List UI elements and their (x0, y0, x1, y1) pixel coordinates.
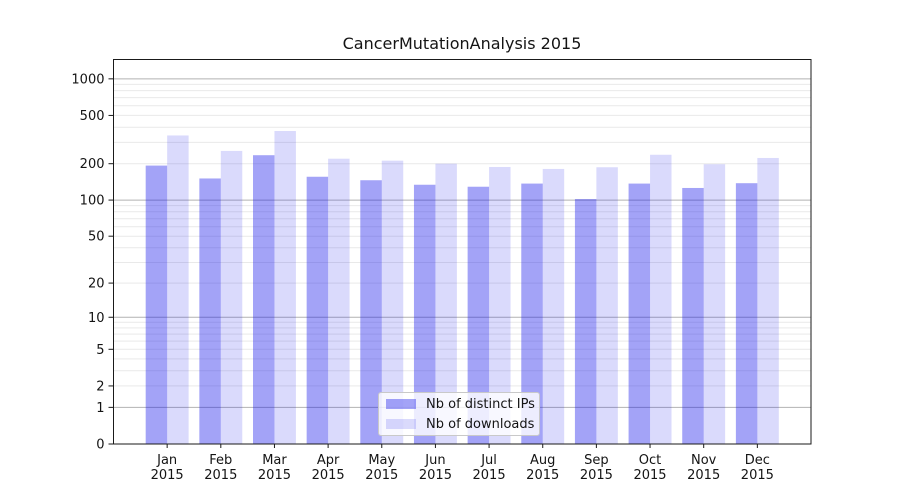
bar-jan-distinct-ips (145, 165, 168, 444)
bar-jul-distinct-ips (467, 186, 490, 444)
legend-label-distinct-ips: Nb of distinct IPs (426, 396, 535, 412)
bar-apr-distinct-ips (306, 176, 329, 444)
bar-may-distinct-ips (360, 180, 382, 444)
legend-label-downloads: Nb of downloads (426, 416, 535, 432)
plot-border (113, 59, 812, 445)
bar-sep-distinct-ips (574, 199, 597, 444)
bars-downloads (167, 131, 779, 445)
y-tick-label-5: 5 (96, 343, 104, 358)
bar-sep-downloads (596, 167, 618, 444)
y-tick-label-500: 500 (80, 109, 105, 124)
bar-mar-downloads (274, 131, 296, 444)
legend-item-downloads: Nb of downloads (386, 416, 535, 432)
bar-oct-distinct-ips (628, 183, 651, 444)
bar-jan-downloads (167, 135, 189, 444)
legend-swatch-downloads-icon (386, 419, 416, 429)
minor-gridlines (113, 83, 811, 387)
x-tick-label-nov: Nov 2015 (687, 453, 720, 483)
bar-may-downloads (381, 160, 404, 444)
x-tick-label-jun: Jun 2015 (419, 453, 452, 483)
bar-dec-distinct-ips (735, 183, 758, 444)
legend: Nb of distinct IPs Nb of downloads (378, 392, 540, 436)
y-tick-label-0: 0 (96, 438, 104, 453)
bar-jul-downloads (489, 166, 511, 445)
x-tick-label-jul: Jul 2015 (473, 453, 506, 483)
bar-oct-downloads (650, 154, 672, 445)
bar-feb-downloads (220, 150, 243, 445)
y-tick-label-1000: 1000 (71, 72, 104, 87)
x-tick-label-feb: Feb 2015 (204, 453, 237, 483)
x-tick-label-sep: Sep 2015 (580, 453, 613, 483)
y-tick-label-2: 2 (96, 379, 104, 394)
bar-nov-distinct-ips (682, 187, 704, 444)
y-tick-label-10: 10 (88, 311, 105, 326)
chart-title: CancerMutationAnalysis 2015 (342, 34, 582, 53)
x-tick-label-jan: Jan 2015 (151, 453, 184, 483)
x-axis: Jan 2015 Feb 2015 Mar 2015 Apr 2015 May 2015 Jun 20… (151, 444, 774, 483)
bar-feb-distinct-ips (199, 178, 221, 444)
y-tick-label-100: 100 (80, 194, 105, 209)
bar-aug-downloads (542, 168, 565, 444)
bar-nov-downloads (703, 164, 726, 444)
bar-dec-downloads (757, 157, 779, 444)
bars-distinct-ips (145, 155, 758, 444)
bar-aug-distinct-ips (521, 183, 543, 444)
x-tick-label-oct: Oct 2015 (633, 453, 666, 483)
x-tick-label-dec: Dec 2015 (741, 453, 774, 483)
y-tick-label-50: 50 (88, 230, 105, 245)
x-tick-label-may: May 2015 (365, 453, 398, 483)
y-tick-label-200: 200 (80, 157, 105, 172)
y-tick-label-1: 1 (96, 401, 104, 416)
x-tick-label-aug: Aug 2015 (526, 453, 559, 483)
x-tick-label-mar: Mar 2015 (258, 453, 291, 483)
bar-jun-downloads (435, 163, 457, 444)
x-tick-label-apr: Apr 2015 (312, 453, 345, 483)
y-tick-label-20: 20 (88, 277, 105, 292)
legend-swatch-distinct-ips-icon (386, 399, 416, 409)
bar-jun-distinct-ips (413, 184, 436, 444)
legend-item-distinct-ips: Nb of distinct IPs (386, 398, 535, 411)
bar-mar-distinct-ips (253, 155, 275, 444)
bar-apr-downloads (328, 158, 350, 445)
